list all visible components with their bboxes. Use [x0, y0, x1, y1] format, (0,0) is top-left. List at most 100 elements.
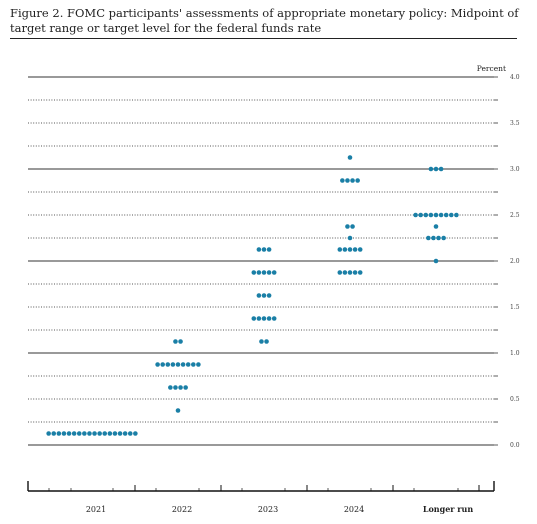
participant-dot: [266, 270, 272, 275]
x-category-label: 2021: [86, 505, 106, 514]
participant-dot: [433, 224, 439, 229]
participant-dot: [133, 431, 138, 436]
participant-dot: [342, 247, 348, 252]
participant-dot: [180, 362, 186, 367]
y-tick-label: 2.0: [510, 258, 520, 265]
participant-dot: [160, 362, 165, 367]
participant-dot: [423, 212, 429, 218]
participant-dot: [355, 178, 360, 183]
participant-dot: [261, 247, 267, 252]
participant-dot: [61, 431, 67, 436]
x-axis: 2021 2022 2023 2024 Longer run: [27, 481, 495, 514]
participant-dot: [261, 316, 267, 321]
participant-dot: [183, 385, 188, 390]
participant-dot: [350, 178, 355, 183]
participant-dot: [441, 235, 446, 241]
participant-dot: [173, 339, 178, 344]
participant-dot: [56, 431, 62, 436]
participant-dot: [352, 270, 358, 275]
participant-dot: [342, 270, 348, 275]
participant-dot: [51, 431, 57, 436]
participant-dot: [122, 431, 128, 436]
participant-dot: [251, 316, 257, 321]
participant-dot: [175, 408, 181, 413]
participant-dot: [431, 235, 436, 241]
participant-dot: [178, 385, 183, 390]
participant-dot: [251, 270, 257, 275]
figure-title: Figure 2. FOMC participants' assessments…: [10, 6, 519, 35]
participant-dot: [428, 212, 434, 218]
participant-dot: [155, 362, 160, 367]
grid-lines: [28, 76, 498, 446]
dots: [46, 155, 459, 436]
participant-dot: [357, 270, 363, 275]
participant-dot: [127, 431, 133, 436]
participant-dot: [337, 270, 343, 275]
participant-dot: [433, 212, 439, 218]
participant-dot: [256, 316, 262, 321]
y-tick-label: 3.5: [510, 120, 520, 127]
participant-dot: [66, 431, 72, 436]
participant-dot: [347, 270, 353, 275]
participant-dot: [357, 247, 363, 252]
y-axis-labels: 0.0 0.5 1.0 1.5 2.0 2.5 3.0 3.5 4.0 Percent: [477, 64, 520, 449]
participant-dot: [165, 362, 171, 367]
participant-dot: [438, 166, 444, 172]
x-category-label: 2023: [258, 505, 278, 514]
participant-dot: [170, 362, 176, 367]
participant-dot: [271, 316, 277, 321]
participant-dot: [71, 431, 77, 436]
participant-dot: [443, 212, 449, 218]
x-category-label: 2022: [172, 505, 192, 514]
x-category-label: Longer run: [423, 504, 473, 514]
participant-dot: [168, 385, 173, 390]
participant-dot: [264, 339, 269, 344]
participant-dot: [418, 212, 424, 218]
participant-dot: [87, 431, 92, 436]
figure-title-block: Figure 2. FOMC participants' assessments…: [10, 6, 527, 36]
participant-dot: [256, 247, 262, 252]
participant-dot: [266, 293, 272, 298]
participant-dot: [350, 224, 355, 229]
participant-dot: [261, 293, 267, 298]
participant-dot: [185, 362, 191, 367]
participant-dot: [345, 224, 350, 229]
participant-dot: [102, 431, 108, 436]
participant-dot: [433, 166, 439, 172]
participant-dot: [117, 431, 123, 436]
y-tick-label: 0.0: [510, 442, 520, 449]
y-tick-label: 0.5: [510, 396, 520, 403]
y-tick-label: 2.5: [510, 212, 520, 219]
participant-dot: [438, 212, 444, 218]
y-tick-label: 4.0: [510, 74, 520, 81]
participant-dot: [173, 385, 178, 390]
participant-dot: [175, 362, 181, 367]
participant-dot: [266, 316, 272, 321]
participant-dot: [347, 247, 353, 252]
participant-dot: [345, 178, 350, 183]
participant-dot: [82, 431, 87, 436]
participant-dot: [46, 431, 51, 436]
participant-dot: [340, 178, 345, 183]
participant-dot: [261, 270, 267, 275]
participant-dot: [97, 431, 102, 436]
participant-dot: [266, 247, 272, 252]
participant-dot: [347, 155, 353, 160]
y-axis-unit-label: Percent: [477, 64, 506, 73]
participant-dot: [426, 235, 431, 241]
participant-dot: [347, 235, 353, 241]
participant-dot: [256, 270, 262, 275]
participant-dot: [337, 247, 343, 252]
participant-dot: [352, 247, 358, 252]
participant-dot: [76, 431, 82, 436]
y-tick-label: 3.0: [510, 166, 520, 173]
participant-dot: [271, 270, 277, 275]
participant-dot: [428, 166, 434, 172]
participant-dot: [449, 212, 454, 218]
y-tick-label: 1.0: [510, 350, 520, 357]
participant-dot: [112, 431, 118, 436]
x-category-label: 2024: [344, 505, 364, 514]
participant-dot: [259, 339, 264, 344]
participant-dot: [454, 212, 459, 218]
